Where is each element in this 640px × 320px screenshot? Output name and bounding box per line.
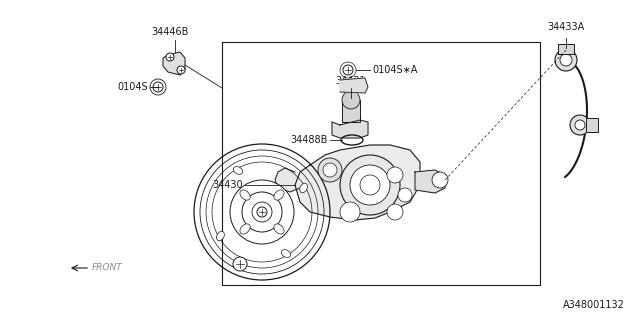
Circle shape bbox=[166, 53, 174, 61]
Polygon shape bbox=[340, 78, 368, 93]
Circle shape bbox=[177, 66, 185, 74]
Polygon shape bbox=[295, 145, 420, 220]
Text: 34430: 34430 bbox=[212, 180, 243, 190]
Ellipse shape bbox=[234, 166, 243, 174]
Circle shape bbox=[387, 167, 403, 183]
Polygon shape bbox=[415, 170, 445, 193]
Circle shape bbox=[555, 49, 577, 71]
Circle shape bbox=[360, 175, 380, 195]
Circle shape bbox=[570, 115, 590, 135]
Circle shape bbox=[343, 65, 353, 75]
Circle shape bbox=[560, 54, 572, 66]
Ellipse shape bbox=[216, 231, 225, 241]
Ellipse shape bbox=[274, 224, 284, 234]
Ellipse shape bbox=[240, 190, 250, 200]
Text: 34433A: 34433A bbox=[547, 22, 584, 32]
Circle shape bbox=[575, 120, 585, 130]
Text: 34488B: 34488B bbox=[291, 135, 328, 145]
Circle shape bbox=[323, 163, 337, 177]
Circle shape bbox=[153, 82, 163, 92]
Ellipse shape bbox=[240, 224, 250, 234]
Circle shape bbox=[350, 165, 390, 205]
Circle shape bbox=[257, 207, 267, 217]
Circle shape bbox=[387, 204, 403, 220]
Text: 0104S∗A: 0104S∗A bbox=[372, 65, 417, 75]
Ellipse shape bbox=[274, 190, 284, 200]
Polygon shape bbox=[332, 120, 368, 138]
Text: 0104S: 0104S bbox=[117, 82, 148, 92]
Circle shape bbox=[432, 172, 448, 188]
Circle shape bbox=[340, 155, 400, 215]
Ellipse shape bbox=[282, 250, 291, 258]
Bar bbox=[342, 100, 360, 122]
Polygon shape bbox=[275, 168, 300, 192]
Polygon shape bbox=[163, 52, 185, 75]
Circle shape bbox=[340, 202, 360, 222]
Circle shape bbox=[318, 158, 342, 182]
Circle shape bbox=[398, 188, 412, 202]
Text: 34431: 34431 bbox=[336, 76, 366, 86]
Bar bbox=[558, 44, 574, 54]
Ellipse shape bbox=[300, 183, 307, 193]
Circle shape bbox=[233, 257, 247, 271]
Text: 34446B: 34446B bbox=[151, 27, 189, 37]
Circle shape bbox=[230, 180, 294, 244]
Circle shape bbox=[252, 202, 272, 222]
Circle shape bbox=[242, 192, 282, 232]
Text: A348001132: A348001132 bbox=[563, 300, 625, 310]
Bar bbox=[586, 118, 598, 132]
Text: FRONT: FRONT bbox=[92, 263, 123, 273]
Circle shape bbox=[342, 91, 360, 109]
